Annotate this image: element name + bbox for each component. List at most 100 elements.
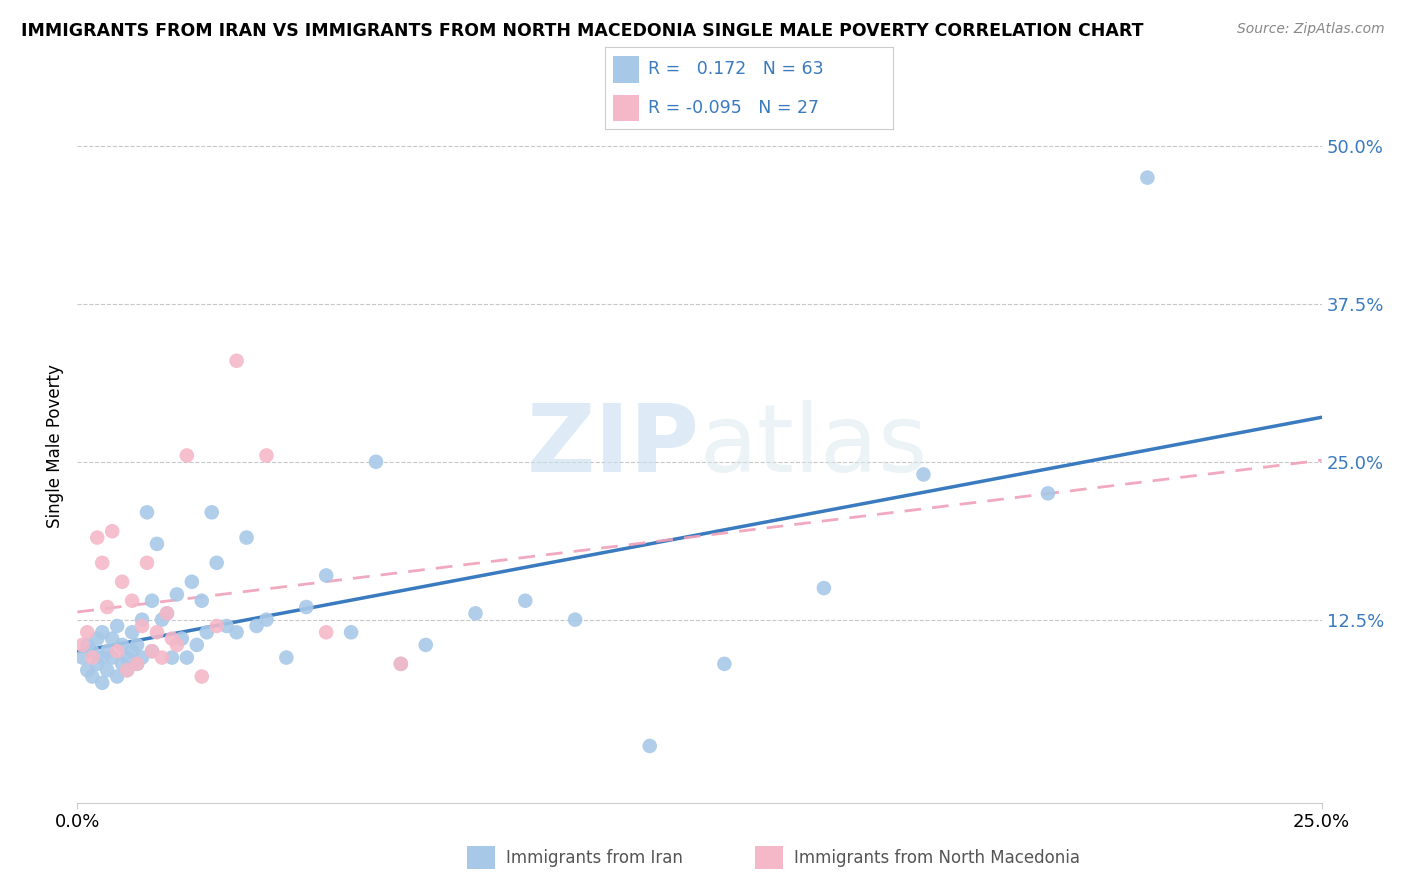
Point: [76, 663, 98, 677]
Point: [101, 650, 124, 665]
Point: [156, 607, 179, 621]
Point: [315, 568, 337, 582]
Point: [115, 663, 138, 677]
Point: [150, 613, 173, 627]
Point: [195, 625, 218, 640]
Text: Immigrants from North Macedonia: Immigrants from North Macedonia: [794, 849, 1080, 867]
Text: R = -0.095   N = 27: R = -0.095 N = 27: [648, 99, 818, 117]
Point: [638, 739, 661, 753]
Point: [225, 353, 247, 368]
Point: [125, 657, 148, 671]
Point: [225, 625, 247, 640]
Text: ZIP: ZIP: [527, 400, 700, 492]
Point: [96, 663, 118, 677]
Point: [72, 650, 94, 665]
Point: [115, 663, 138, 677]
Point: [131, 619, 153, 633]
Text: atlas: atlas: [700, 400, 928, 492]
Point: [141, 644, 163, 658]
Point: [166, 587, 188, 601]
Point: [121, 644, 143, 658]
Point: [146, 625, 169, 640]
Point: [564, 613, 586, 627]
Point: [141, 593, 163, 607]
Point: [176, 650, 198, 665]
Point: [76, 638, 98, 652]
Point: [176, 449, 198, 463]
Point: [515, 593, 537, 607]
Point: [101, 524, 124, 539]
Point: [111, 638, 134, 652]
Point: [191, 669, 214, 683]
Point: [111, 657, 134, 671]
Point: [96, 600, 118, 615]
Point: [295, 600, 318, 615]
Point: [415, 638, 437, 652]
Point: [86, 632, 108, 646]
Point: [82, 669, 104, 683]
Point: [146, 537, 169, 551]
FancyBboxPatch shape: [613, 95, 640, 121]
Point: [205, 619, 228, 633]
Point: [201, 505, 224, 519]
Point: [389, 657, 412, 671]
Point: [160, 650, 183, 665]
Point: [215, 619, 238, 633]
Point: [86, 531, 108, 545]
Point: [136, 505, 159, 519]
Point: [125, 638, 148, 652]
Point: [82, 644, 104, 658]
Text: Source: ZipAtlas.com: Source: ZipAtlas.com: [1237, 22, 1385, 37]
Point: [91, 675, 114, 690]
FancyBboxPatch shape: [613, 56, 640, 83]
Point: [121, 625, 143, 640]
Point: [166, 638, 188, 652]
Point: [276, 650, 298, 665]
Point: [170, 632, 193, 646]
Point: [96, 644, 118, 658]
Point: [111, 574, 134, 589]
Point: [813, 581, 835, 595]
Point: [91, 556, 114, 570]
Point: [76, 625, 98, 640]
Point: [136, 556, 159, 570]
Point: [713, 657, 735, 671]
Point: [82, 650, 104, 665]
Point: [105, 644, 128, 658]
Point: [245, 619, 267, 633]
Point: [156, 607, 179, 621]
Point: [125, 657, 148, 671]
Point: [364, 455, 387, 469]
Text: Immigrants from Iran: Immigrants from Iran: [506, 849, 683, 867]
Point: [105, 619, 128, 633]
Point: [121, 593, 143, 607]
Point: [72, 638, 94, 652]
Point: [131, 650, 153, 665]
Point: [256, 449, 278, 463]
Point: [191, 593, 214, 607]
Point: [91, 650, 114, 665]
Point: [160, 632, 183, 646]
Point: [150, 650, 173, 665]
Text: IMMIGRANTS FROM IRAN VS IMMIGRANTS FROM NORTH MACEDONIA SINGLE MALE POVERTY CORR: IMMIGRANTS FROM IRAN VS IMMIGRANTS FROM …: [21, 22, 1143, 40]
Point: [315, 625, 337, 640]
Point: [912, 467, 935, 482]
Point: [464, 607, 486, 621]
Point: [235, 531, 257, 545]
Point: [186, 638, 208, 652]
Point: [105, 669, 128, 683]
Point: [340, 625, 363, 640]
Point: [180, 574, 202, 589]
Point: [205, 556, 228, 570]
Point: [91, 625, 114, 640]
Text: R =   0.172   N = 63: R = 0.172 N = 63: [648, 61, 824, 78]
Point: [115, 650, 138, 665]
Point: [389, 657, 412, 671]
Point: [256, 613, 278, 627]
Point: [131, 613, 153, 627]
Y-axis label: Single Male Poverty: Single Male Poverty: [46, 364, 65, 528]
Point: [86, 657, 108, 671]
Point: [1136, 170, 1159, 185]
Point: [1036, 486, 1059, 500]
Point: [141, 644, 163, 658]
